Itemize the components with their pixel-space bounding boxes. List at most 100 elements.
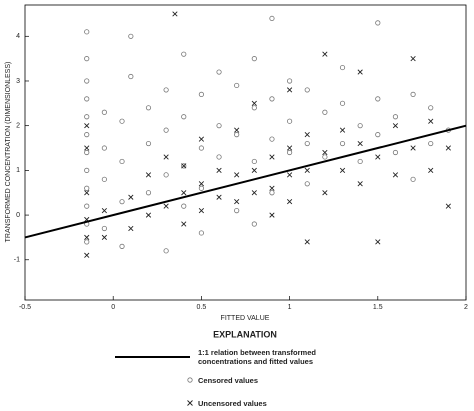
- uncensored-point: [181, 163, 187, 169]
- uncensored-point: [181, 221, 187, 227]
- censored-point: [84, 114, 90, 120]
- y-tick-label: -1: [14, 257, 20, 264]
- censored-point: [145, 140, 152, 147]
- censored-point: [269, 136, 275, 142]
- censored-point: [339, 140, 346, 147]
- legend-label: Censored values: [198, 376, 259, 385]
- uncensored-point: [410, 145, 416, 151]
- uncensored-point: [286, 87, 293, 93]
- uncensored-point: [445, 145, 451, 151]
- one-to-one-line: [24, 124, 467, 239]
- censored-point: [428, 105, 434, 111]
- uncensored-point: [128, 225, 134, 232]
- uncensored-point: [357, 140, 363, 147]
- legend-label: Uncensored values: [198, 399, 267, 408]
- uncensored-point: [84, 234, 90, 241]
- uncensored-point: [322, 149, 328, 156]
- x-tick-label: 1: [288, 304, 292, 311]
- censored-point: [163, 172, 169, 178]
- uncensored-point: [251, 167, 257, 173]
- y-tick-label: 2: [16, 123, 20, 130]
- censored-point: [234, 208, 240, 214]
- plot-frame: [24, 4, 467, 301]
- censored-point: [251, 105, 257, 111]
- uncensored-point: [304, 132, 310, 138]
- censored-point: [234, 132, 240, 138]
- uncensored-point: [339, 127, 346, 133]
- censored-point: [375, 96, 381, 102]
- censored-point: [198, 230, 204, 236]
- censored-point: [84, 203, 90, 209]
- censored-point: [375, 132, 381, 138]
- uncensored-point: [181, 190, 187, 196]
- uncensored-point: [269, 185, 275, 191]
- censored-point: [322, 109, 328, 115]
- uncensored-point: [428, 118, 434, 124]
- censored-point: [84, 78, 90, 84]
- censored-point: [84, 185, 90, 191]
- censored-point: [216, 154, 222, 160]
- x-tick-label: 1.5: [373, 304, 383, 311]
- uncensored-point: [84, 123, 90, 129]
- censored-point: [101, 145, 107, 151]
- censored-point: [181, 163, 187, 169]
- uncensored-point: [339, 167, 346, 173]
- uncensored-point: [84, 145, 90, 151]
- uncensored-point: [163, 154, 169, 160]
- censored-point: [128, 33, 134, 39]
- y-tick-label: 3: [16, 78, 20, 85]
- uncensored-point: [163, 203, 169, 209]
- uncensored-point: [101, 234, 107, 241]
- censored-point: [198, 185, 204, 191]
- censored-point: [84, 56, 90, 62]
- censored-point: [119, 158, 125, 165]
- uncensored-point: [392, 172, 399, 178]
- censored-point: [216, 69, 222, 75]
- x-tick-label: 0.5: [197, 304, 207, 311]
- uncensored-point: [357, 181, 363, 187]
- censored-point: [84, 239, 90, 245]
- censored-point: [181, 203, 187, 209]
- uncensored-point: [198, 136, 205, 142]
- y-tick-label: 0: [16, 212, 20, 219]
- uncensored-point: [357, 69, 363, 75]
- uncensored-point: [392, 123, 399, 129]
- censored-point: [145, 190, 152, 196]
- censored-point: [304, 140, 310, 147]
- censored-point: [375, 20, 381, 26]
- uncensored-point: [304, 239, 310, 245]
- uncensored-point: [410, 56, 416, 62]
- uncensored-point: [234, 172, 240, 178]
- censored-point: [181, 51, 187, 57]
- uncensored-point: [269, 154, 275, 160]
- legend-title: EXPLANATION: [213, 329, 277, 339]
- censored-point: [251, 221, 257, 227]
- uncensored-point: [145, 212, 152, 218]
- censored-point: [410, 176, 416, 182]
- y-axis-label: TRANSFORMED CONCENTRATION (DIMENSIONLESS…: [5, 62, 12, 243]
- censored-point: [198, 91, 204, 97]
- uncensored-point: [428, 167, 434, 173]
- censored-point: [339, 64, 346, 71]
- censored-point: [119, 243, 125, 249]
- uncensored-point: [84, 190, 90, 196]
- censored-point: [101, 225, 107, 232]
- censored-point: [163, 127, 169, 133]
- censored-point: [269, 190, 275, 196]
- censored-point: [198, 145, 204, 151]
- x-axis-label: FITTED VALUE: [221, 315, 270, 322]
- censored-point: [286, 78, 293, 84]
- uncensored-point: [322, 190, 328, 196]
- censored-point: [119, 199, 125, 205]
- censored-point: [163, 248, 169, 254]
- uncensored-point: [198, 207, 205, 214]
- x-tick-label: 2: [464, 304, 468, 311]
- uncensored-point: [128, 194, 134, 200]
- uncensored-point: [234, 127, 240, 133]
- uncensored-point: [216, 167, 222, 173]
- censored-point: [145, 105, 152, 111]
- x-tick-label: 0: [111, 304, 115, 311]
- uncensored-point: [84, 252, 90, 258]
- censored-point: [392, 114, 399, 120]
